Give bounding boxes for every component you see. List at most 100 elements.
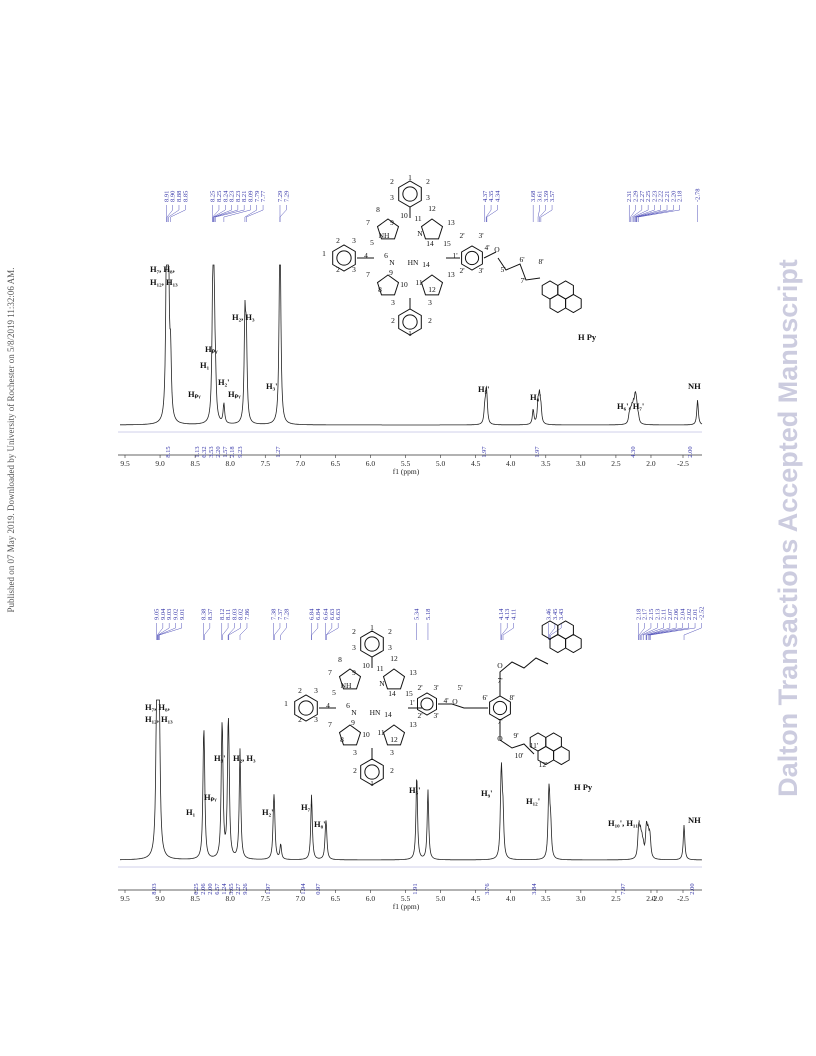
peak-assignment: H₃' (214, 753, 226, 763)
structure-label: 3 (352, 265, 356, 274)
structure-label: 11 (376, 664, 383, 673)
structure-label: 7 (366, 218, 370, 227)
peak-label: -2.52 (698, 606, 705, 620)
structure-label: 7 (328, 668, 332, 677)
structure-label: 11 (377, 728, 384, 737)
ring-inner (298, 700, 314, 716)
structure-label: 9 (389, 268, 393, 277)
ring (294, 694, 318, 722)
integral-value: 6.32 (201, 446, 208, 457)
peak-connector (633, 205, 649, 222)
tick-label: 5.5 (401, 894, 411, 903)
peak-label: 2.21 (664, 191, 671, 202)
tick-label: 9.0 (155, 894, 165, 903)
structure-label: 7' (520, 276, 526, 285)
integral-value: 8.15 (165, 446, 172, 457)
structure-label: 5 (370, 238, 374, 247)
bond (357, 207, 460, 309)
ring (398, 180, 422, 208)
peak-label: 7.28 (283, 609, 290, 620)
peak-connector (223, 205, 251, 222)
structure-label: HN (408, 258, 419, 267)
structure-label: 2 (426, 177, 430, 186)
integral-value: 2.00 (687, 446, 694, 457)
peak-connector (203, 623, 211, 640)
structure-label: N (379, 679, 385, 688)
structure-label: 11 (415, 278, 422, 287)
structure-label: 7 (366, 270, 370, 279)
peak-assignment: H₁₂, H₁₃ (150, 277, 178, 287)
ring (360, 630, 384, 658)
pyrene-ring (549, 293, 567, 314)
peak-assignment: Hₚᵧ (205, 344, 218, 354)
peak-assignment: Hₚᵧ (204, 792, 217, 802)
structure-label: 9 (390, 218, 394, 227)
peak-label: 2.18 (635, 609, 642, 620)
pyrene-ring (565, 293, 582, 314)
tick-label: 7.5 (261, 459, 271, 468)
structure-label: 7' (497, 717, 503, 726)
structure-label: 2 (352, 627, 356, 636)
peak-label: 2.15 (648, 609, 655, 620)
structure-label: 2 (336, 265, 340, 274)
structure-label: 8 (338, 655, 342, 664)
structure-label: 4' (443, 696, 449, 705)
peak-label: 7.29 (283, 191, 290, 202)
tick-label: 7.0 (296, 459, 306, 468)
structure-label: 10' (515, 751, 525, 760)
peak-connector (213, 205, 239, 222)
peak-label: 2.06 (673, 608, 680, 620)
peak-label: 4.14 (498, 608, 505, 620)
structure-label: 7 (328, 720, 332, 729)
peak-label: 7.38 (271, 609, 278, 620)
tick-label: 3.0 (576, 459, 586, 468)
peak-label: 4.11 (510, 609, 517, 620)
structure-label: 2' (417, 683, 423, 692)
peak-connector (501, 623, 508, 640)
peak-connector (246, 205, 264, 222)
tick-label: 6.5 (331, 459, 341, 468)
structure-label: 4 (364, 251, 368, 260)
peak-label: 2.18 (677, 191, 684, 202)
peak-connector (213, 205, 226, 222)
peak-assignment: H₅' (409, 785, 421, 795)
peak-label: 3.61 (536, 191, 543, 202)
peak-label: 5.34 (414, 608, 421, 620)
ring (332, 244, 356, 272)
peak-assignment: H Py (574, 782, 593, 792)
structure-label: N (389, 258, 395, 267)
structure-label: 3 (390, 748, 394, 757)
peak-label: 8.91 (163, 191, 170, 202)
integral-value: 4.30 (630, 446, 637, 457)
structure-label: 8' (538, 257, 544, 266)
structure-label: 2 (388, 627, 392, 636)
peak-connector (311, 623, 319, 640)
peak-label: 4.34 (494, 190, 501, 202)
peak-label: 8.88 (176, 191, 183, 202)
peak-label: 3.43 (558, 609, 565, 620)
tick-label: 5.5 (401, 459, 411, 468)
tick-label: -2.5 (677, 894, 689, 903)
structure-label: 3' (433, 683, 439, 692)
ring-inner (402, 314, 418, 330)
axis-label: f1 (ppm) (393, 902, 420, 911)
peak-assignment: H₁₂' (526, 796, 540, 806)
tick-label: 6.0 (366, 894, 376, 903)
peak-label: 7.37 (277, 608, 284, 620)
integral-value: 1.57 (222, 446, 229, 458)
structure-label: 1' (409, 698, 415, 707)
chain (483, 251, 541, 281)
structure-label: 2 (298, 686, 302, 695)
tick-label: 9.5 (120, 894, 130, 903)
ring (417, 692, 437, 716)
peak-label: 2.22 (658, 191, 665, 202)
pyrene-ring (565, 633, 582, 654)
structure-label: 3' (433, 711, 439, 720)
tick-label: 3.5 (541, 894, 551, 903)
peak-connector (630, 205, 636, 222)
peak-label: 2.23 (651, 191, 658, 202)
ring (360, 758, 384, 786)
structure-label: 6 (346, 701, 350, 710)
structure-label: 10 (400, 211, 408, 220)
tick-label: 6.5 (331, 894, 341, 903)
